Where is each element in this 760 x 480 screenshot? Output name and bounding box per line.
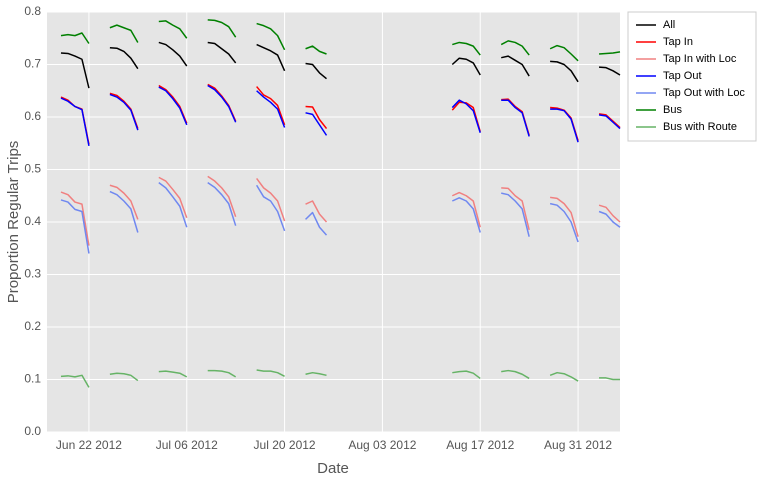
legend-label: Tap Out with Loc — [663, 87, 745, 99]
series-line — [60, 41, 621, 89]
x-axis-title: Date — [317, 460, 349, 477]
y-tick-label: 0.2 — [24, 319, 41, 333]
x-tick-label: Aug 03 2012 — [348, 438, 416, 452]
series-line — [60, 84, 621, 147]
legend-label: All — [663, 19, 675, 31]
y-tick-label: 0.3 — [24, 267, 41, 281]
series-line — [60, 182, 621, 254]
y-tick-label: 0.8 — [24, 4, 41, 18]
y-tick-label: 0.7 — [24, 57, 41, 71]
legend-label: Bus with Route — [663, 121, 737, 133]
series-line — [60, 19, 621, 62]
legend-label: Bus — [663, 104, 682, 116]
x-tick-label: Jul 20 2012 — [254, 438, 316, 452]
x-tick-label: Jul 06 2012 — [156, 438, 218, 452]
series-line — [60, 369, 620, 388]
x-tick-label: Aug 17 2012 — [446, 438, 514, 452]
y-tick-label: 0.0 — [24, 424, 41, 438]
legend-label: Tap In with Loc — [663, 53, 737, 65]
series-line — [60, 175, 621, 246]
legend-label: Tap In — [663, 36, 693, 48]
y-tick-label: 0.5 — [24, 162, 41, 176]
y-tick-label: 0.1 — [24, 372, 41, 386]
y-tick-label: 0.6 — [24, 109, 41, 123]
x-tick-label: Aug 31 2012 — [544, 438, 612, 452]
x-tick-label: Jun 22 2012 — [56, 438, 122, 452]
y-axis-title: Proportion Regular Trips — [5, 141, 22, 304]
legend-label: Tap Out — [663, 70, 702, 82]
y-tick-label: 0.4 — [24, 214, 41, 228]
